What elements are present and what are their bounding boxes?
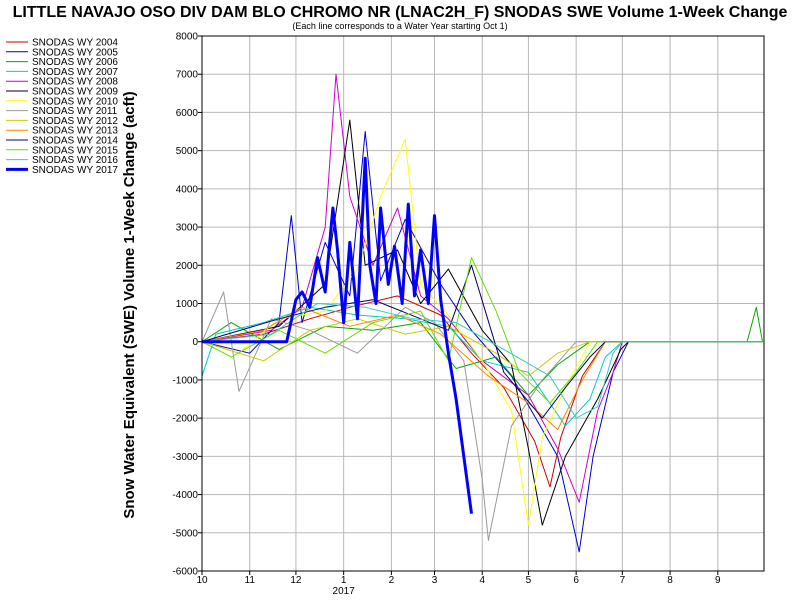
y-tick-label: 4000 [176, 184, 199, 195]
y-tick-label: -1000 [172, 375, 198, 386]
x-tick-label: 3 [432, 575, 438, 586]
y-tick-label: -5000 [172, 528, 198, 539]
series-line-wy2012 [202, 318, 763, 377]
series-line-wy2017 [202, 156, 473, 514]
x-tick-label: 1 [341, 575, 347, 586]
y-tick-label: 1000 [176, 299, 199, 310]
y-tick-label: -2000 [172, 414, 198, 425]
series-line-wy2015 [202, 257, 763, 404]
legend-label: SNODAS WY 2015 [32, 145, 118, 156]
legend-label: SNODAS WY 2010 [32, 96, 118, 107]
legend-label: SNODAS WY 2006 [32, 57, 118, 68]
x-tick-label: 9 [715, 575, 721, 586]
legend-label: SNODAS WY 2009 [32, 87, 118, 98]
y-tick-label: -4000 [172, 490, 198, 501]
y-tick-label: 7000 [176, 70, 199, 81]
series-line-wy2009 [202, 119, 763, 526]
y-tick-label: -3000 [172, 452, 198, 463]
x-tick-label: 11 [245, 575, 256, 586]
series-line-wy2013 [202, 306, 763, 431]
y-tick-label: 5000 [176, 146, 199, 157]
x-tick-label: 12 [290, 575, 302, 586]
series-line-wy2008 [202, 73, 623, 503]
chart-title: LITTLE NAVAJO OSO DIV DAM BLO CHROMO NR … [13, 4, 788, 21]
x-tick-label: 7 [620, 575, 626, 586]
x-tick-label: 8 [667, 575, 673, 586]
series-line-wy2016 [202, 303, 763, 419]
series-line-wy2010 [202, 138, 763, 526]
legend-label: SNODAS WY 2004 [32, 38, 118, 49]
y-tick-label: -6000 [172, 567, 198, 578]
legend-label: SNODAS WY 2017 [32, 165, 118, 176]
legend-label: SNODAS WY 2013 [32, 126, 118, 137]
legend-label: SNODAS WY 2012 [32, 116, 118, 127]
legend-label: SNODAS WY 2016 [32, 155, 118, 166]
series-line-wy2014 [202, 264, 763, 419]
legend-label: SNODAS WY 2005 [32, 47, 118, 58]
y-tick-label: 8000 [176, 32, 199, 43]
x-tick-label: 4 [479, 575, 485, 586]
y-axis-label: Snow Water Equivalent (SWE) Volume 1-Wee… [121, 91, 138, 518]
legend-label: SNODAS WY 2007 [32, 67, 118, 78]
legend-label: SNODAS WY 2008 [32, 77, 118, 88]
series-line-wy2007 [202, 306, 763, 427]
y-tick-label: 3000 [176, 223, 199, 234]
legend-label: SNODAS WY 2014 [32, 136, 118, 147]
y-tick-label: 6000 [176, 108, 199, 119]
y-tick-label: 0 [192, 337, 198, 348]
axes: -6000 -5000 -4000 -3000 -2000 -1000 0 1000 2000 3… [172, 32, 721, 598]
x-tick-label: 6 [573, 575, 579, 586]
x-tick-label: 2 [389, 575, 395, 586]
y-tick-label: 2000 [176, 261, 199, 272]
chart-subtitle: (Each line corresponds to a Water Year s… [292, 21, 507, 31]
legend-label: SNODAS WY 2011 [32, 106, 118, 117]
series-line-wy2005 [202, 131, 763, 553]
plot-series [202, 73, 763, 553]
x-year-label: 2017 [333, 586, 356, 597]
x-tick-label: 5 [526, 575, 532, 586]
series-line-wy2011 [202, 291, 763, 541]
x-tick-label: 10 [196, 575, 208, 586]
